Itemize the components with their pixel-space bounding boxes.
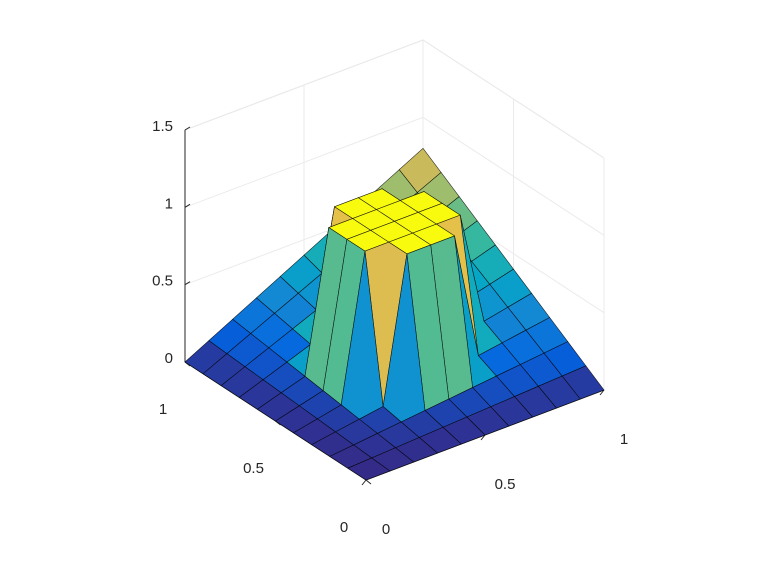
z-tick (184, 281, 191, 286)
z-tick (184, 126, 191, 131)
z-tick-label: 1 (165, 195, 173, 212)
y-tick (365, 479, 372, 485)
grid-line (184, 39, 424, 131)
grid-line (422, 116, 605, 236)
x-tick-label: 0.5 (495, 476, 516, 493)
x-tick-label: 1 (620, 431, 628, 448)
grid-line (422, 39, 605, 159)
z-tick (184, 203, 191, 208)
x-tick (480, 434, 486, 441)
y-tick-label: 0.5 (243, 460, 264, 477)
z-tick-label: 1.5 (152, 118, 173, 135)
x-tick (599, 389, 605, 396)
z-tick-label: 0 (165, 350, 173, 367)
x-tick-label: 0 (382, 521, 390, 538)
x-tick (361, 479, 367, 486)
y-tick-label: 0 (340, 519, 348, 536)
z-tick-label: 0.5 (152, 273, 173, 290)
surface-patch (347, 457, 391, 481)
y-tick-label: 1 (159, 401, 167, 418)
grid-line (184, 116, 424, 208)
